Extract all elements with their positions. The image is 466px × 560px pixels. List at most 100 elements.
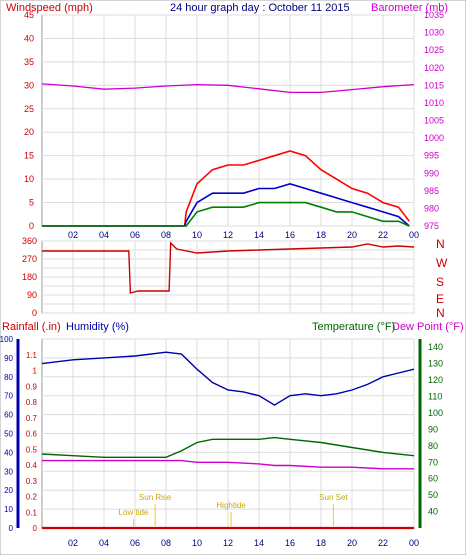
rainfall-axis-title: Rainfall (.in) [2,321,61,333]
x-tick-label: 04 [99,230,109,240]
barometer-tick-label: 1020 [424,63,444,73]
direction-tick-label: 0 [32,308,37,318]
rainfall-tick-label: 0.5 [26,445,38,454]
annotation-label: Sun Set [319,493,348,502]
x-tick-label: 20 [347,538,357,548]
humidity-tick-label: 30 [4,467,13,476]
temperature-tick-label: 120 [428,375,443,385]
rainfall-tick-label: 1.1 [26,351,38,360]
annotation-label: Hightide [216,501,246,510]
direction-tick-label: 360 [22,236,37,246]
x-tick-label: 10 [192,538,202,548]
humidity-tick-label: 60 [4,411,13,420]
wind-minimum-line [42,201,410,227]
windspeed-tick-label: 40 [24,33,34,43]
annotation-label: Low tide [119,508,149,517]
barometer-tick-label: 1015 [424,80,444,90]
x-tick-label: 14 [254,538,264,548]
x-tick-label: 22 [378,538,388,548]
rainfall-tick-label: 0.9 [26,382,38,391]
barometer-tick-label: 990 [424,168,439,178]
direction-tick-label: 90 [27,290,37,300]
dewpoint-line [42,459,414,470]
barometer-tick-label: 975 [424,221,439,231]
rainfall-tick-label: 0.2 [26,493,38,502]
graph-title: 24 hour graph day : October 11 2015 [170,2,350,14]
barometer-tick-label: 1025 [424,45,444,55]
rainfall-tick-label: 1 [33,367,38,376]
compass-label: N [436,306,445,320]
x-tick-label: 12 [223,230,233,240]
compass-label: N [436,237,445,251]
x-tick-label: 22 [378,230,388,240]
windspeed-tick-label: 25 [24,104,34,114]
windspeed-line [42,150,410,227]
wind-direction-line [42,241,415,294]
x-tick-label: 12 [223,538,233,548]
windspeed-axis-title: Windspeed (mph) [6,2,93,14]
rainfall-tick-label: 0.4 [26,461,38,470]
rainfall-tick-label: 0.6 [26,430,38,439]
wind-average-line [42,182,410,227]
x-tick-label: 00 [409,538,419,548]
x-tick-label: 16 [285,230,295,240]
windspeed-tick-label: 45 [24,10,34,20]
windspeed-tick-label: 10 [24,174,34,184]
humidity-tick-label: 70 [4,392,13,401]
temperature-tick-label: 80 [428,441,438,451]
windspeed-tick-label: 35 [24,57,34,67]
windspeed-tick-label: 5 [29,198,34,208]
x-tick-label: 02 [68,230,78,240]
barometer-tick-label: 995 [424,151,439,161]
humidity-tick-label: 40 [4,448,13,457]
humidity-tick-label: 90 [4,354,13,363]
rainfall-tick-label: 0.8 [26,398,38,407]
windspeed-tick-label: 30 [24,80,34,90]
barometer-tick-label: 1010 [424,98,444,108]
direction-tick-label: 270 [22,254,37,264]
windspeed-tick-label: 20 [24,127,34,137]
x-tick-label: 10 [192,230,202,240]
humidity-line [41,351,415,406]
dewpoint-axis-title: Dew Point (°F) [392,321,464,333]
x-tick-label: 00 [409,230,419,240]
x-tick-label: 08 [161,538,171,548]
windspeed-tick-label: 15 [24,151,34,161]
temperature-tick-label: 90 [428,424,438,434]
humidity-tick-label: 0 [9,524,14,533]
x-tick-label: 04 [99,538,109,548]
compass-label: E [436,292,444,306]
temperature-tick-label: 70 [428,457,438,467]
rainfall-tick-label: 0.3 [26,477,38,486]
windspeed-tick-label: 0 [29,221,34,231]
compass-label: W [436,256,448,270]
temperature-tick-label: 40 [428,507,438,517]
temperature-tick-label: 140 [428,342,443,352]
x-tick-label: 08 [161,230,171,240]
temperature-line [41,436,415,458]
x-tick-label: 06 [130,230,140,240]
rainfall-tick-label: 0 [33,524,38,533]
humidity-tick-label: 100 [0,335,14,344]
barometer-tick-label: 1030 [424,28,444,38]
x-tick-label: 06 [130,538,140,548]
direction-tick-label: 180 [22,272,37,282]
humidity-tick-label: 50 [4,430,13,439]
temperature-axis-title: Temperature (°F) [312,321,395,333]
barometer-line [41,83,415,94]
temperature-tick-label: 130 [428,359,443,369]
humidity-tick-label: 80 [4,373,13,382]
barometer-tick-label: 1005 [424,116,444,126]
humidity-tick-label: 10 [4,505,13,514]
barometer-tick-label: 980 [424,203,439,213]
temperature-tick-label: 100 [428,408,443,418]
barometer-axis-title: Barometer (mb) [371,2,448,14]
rainfall-tick-label: 0.7 [26,414,38,423]
barometer-tick-label: 1000 [424,133,444,143]
x-tick-label: 02 [68,538,78,548]
humidity-axis-title: Humidity (%) [66,321,129,333]
barometer-tick-label: 985 [424,186,439,196]
x-tick-label: 18 [316,538,326,548]
